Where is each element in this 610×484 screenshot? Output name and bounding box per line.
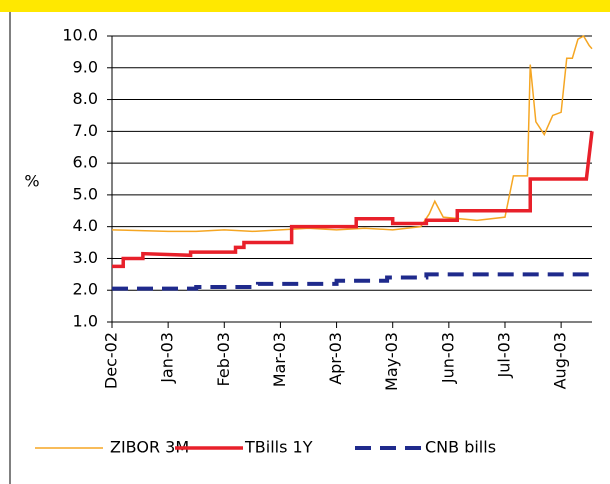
y-tick-label: 5.0 [73,184,98,203]
series-line [112,131,594,269]
y-tick-label: 6.0 [73,153,98,172]
x-tick-label: Jan-03 [158,332,177,384]
header-band [0,0,610,12]
legend-label: CNB bills [425,438,496,457]
x-tick-label: Aug-03 [551,332,570,389]
x-tick-label: Feb-03 [214,332,233,386]
y-tick-label: 7.0 [73,121,98,140]
y-tick-label: 8.0 [73,89,98,108]
series-line [112,272,592,291]
x-tick-label: Apr-03 [326,332,345,385]
x-tick-label: May-03 [382,332,401,391]
y-tick-label: 2.0 [73,280,98,299]
y-tick-label: 9.0 [73,57,98,76]
y-tick-label: 1.0 [73,312,98,331]
y-tick-label: 3.0 [73,248,98,267]
x-tick-label: Jul-03 [494,332,513,378]
y-tick-label: 10.0 [62,26,98,45]
legend-label: ZIBOR 3M [110,438,189,457]
y-tick-label: 4.0 [73,216,98,235]
y-axis-label: % [24,172,39,191]
series-line [111,34,593,233]
x-tick-label: Mar-03 [270,332,289,387]
legend-label: TBills 1Y [244,438,313,457]
x-tick-label: Dec-02 [102,332,121,389]
x-tick-label: Jun-03 [438,332,457,384]
